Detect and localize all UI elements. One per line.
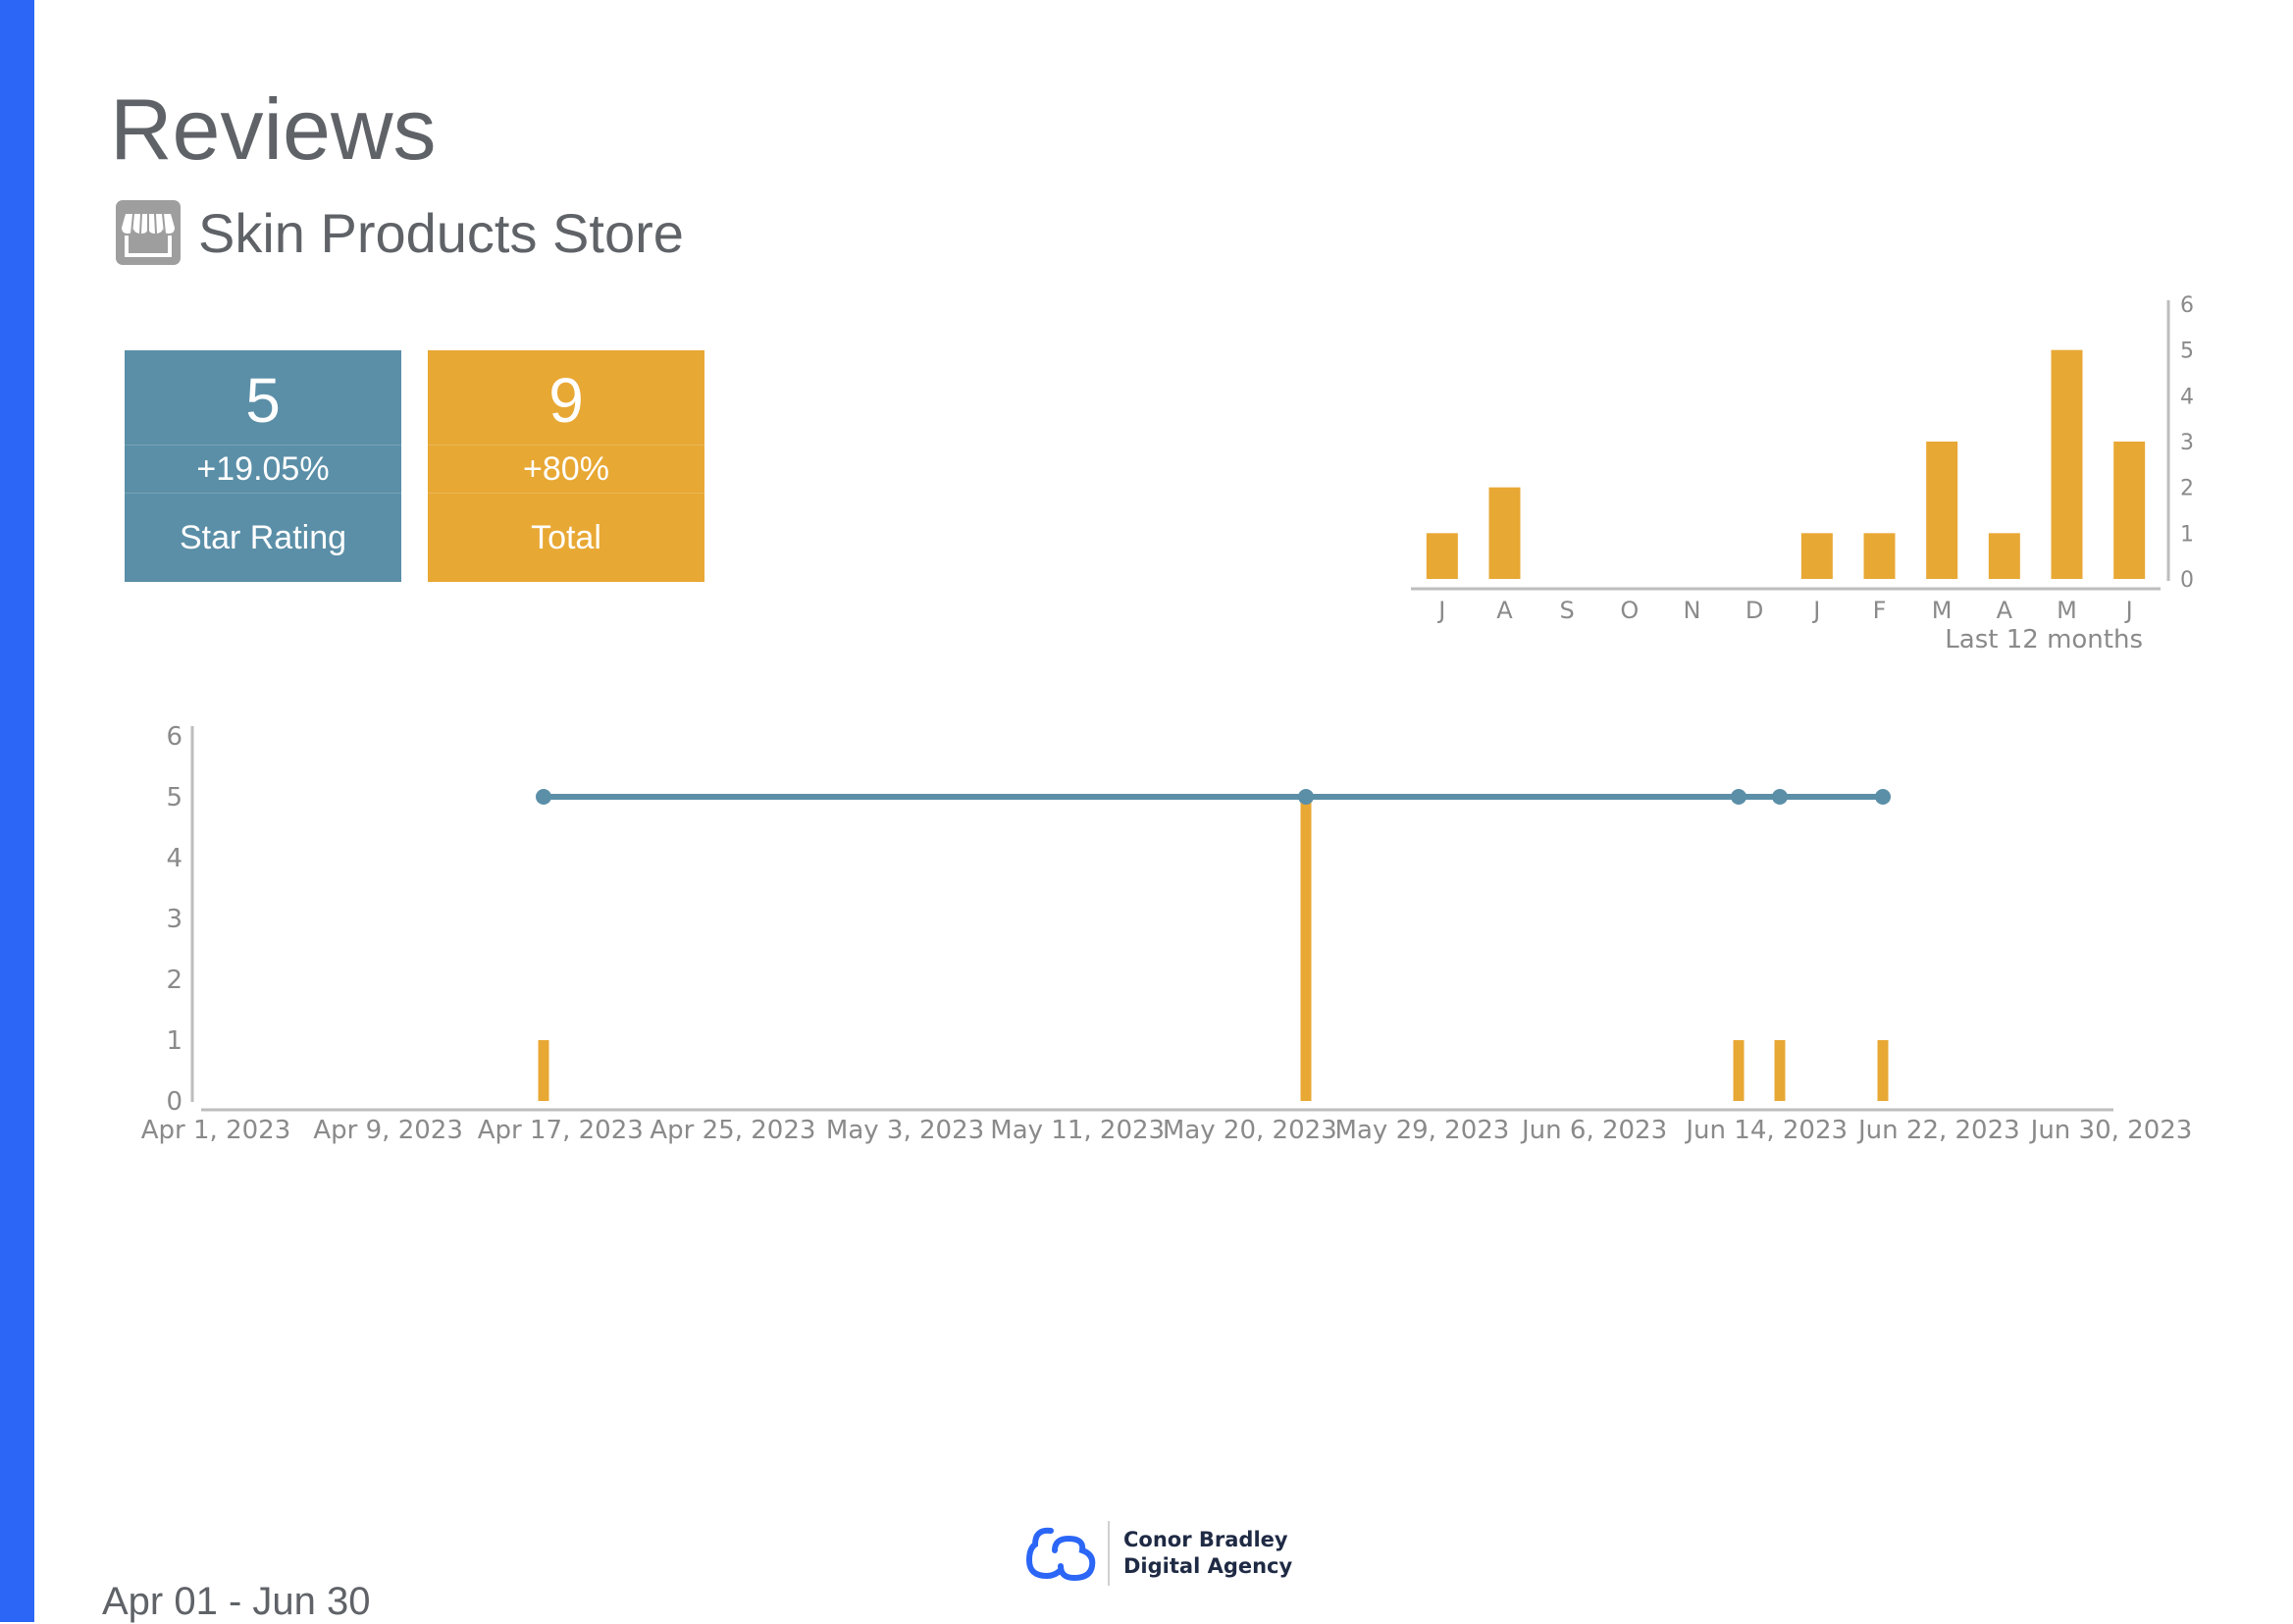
total-reviews-card: 9 +80% Total: [428, 350, 704, 582]
agency-name-line2: Digital Agency: [1123, 1554, 1293, 1578]
store-header: Skin Products Store: [116, 200, 684, 265]
monthly-y-tick-label: 3: [2180, 431, 2194, 455]
total-reviews-value: 9: [428, 350, 704, 445]
daily-rating-point: [536, 789, 551, 805]
daily-reviews-chart: 0 1 2 3 4 5 6 Apr 1, 2023 Apr 9, 2023 Apr 17, 20…: [141, 722, 2193, 1145]
daily-x-tick-label: Apr 1, 2023: [141, 1116, 290, 1145]
monthly-x-tick-label: M: [2057, 597, 2077, 624]
daily-rating-point: [1731, 789, 1746, 805]
monthly-bar: [1426, 533, 1458, 579]
monthly-x-axis-title: Last 12 months: [1945, 625, 2143, 655]
agency-name: Conor Bradley Digital Agency: [1123, 1527, 1292, 1580]
monthly-x-tick-label: A: [1496, 597, 1513, 624]
monthly-y-tick-label: 4: [2180, 385, 2194, 409]
total-reviews-label: Total: [531, 519, 601, 556]
daily-y-tick-label: 0: [166, 1087, 182, 1117]
daily-rating-point: [1875, 789, 1891, 805]
logo-divider: [1108, 1521, 1110, 1586]
monthly-bar: [2051, 349, 2083, 579]
left-accent-bar: [0, 0, 34, 1622]
monthly-bar: [2113, 442, 2146, 579]
daily-review-count-bar: [538, 1040, 549, 1101]
daily-y-tick-label: 6: [166, 722, 182, 752]
daily-y-tick-label: 4: [166, 844, 182, 873]
monthly-bar: [1926, 442, 1958, 579]
star-rating-label: Star Rating: [179, 519, 347, 556]
monthly-x-tick-label: N: [1684, 597, 1701, 624]
daily-y-tick-label: 5: [166, 783, 182, 812]
monthly-y-tick-label: 0: [2180, 568, 2194, 593]
monthly-bar: [1988, 533, 2020, 579]
monthly-y-tick-label: 5: [2180, 340, 2194, 364]
daily-y-tick-label: 1: [166, 1026, 182, 1056]
agency-logo-icon: [1025, 1527, 1096, 1582]
monthly-x-tick-label: S: [1560, 597, 1575, 624]
daily-review-count-bar: [1300, 797, 1312, 1101]
monthly-reviews-chart: 0 1 2 3 4 5 6 J A S O N D J F M A M J Last 12 months: [1411, 293, 2194, 655]
daily-x-tick-label: Jun 14, 2023: [1684, 1116, 1848, 1145]
monthly-y-tick-label: 1: [2180, 522, 2194, 547]
daily-x-tick-label: Jun 22, 2023: [1856, 1116, 2020, 1145]
daily-x-tick-label: Apr 25, 2023: [650, 1116, 815, 1145]
monthly-x-tick-label: J: [2124, 597, 2133, 624]
monthly-bar: [1488, 487, 1521, 579]
daily-review-count-bar: [1877, 1040, 1889, 1101]
report-date-range: Apr 01 - Jun 30: [102, 1580, 371, 1623]
monthly-x-tick-label: M: [1932, 597, 1953, 624]
monthly-x-tick-label: O: [1620, 597, 1639, 624]
monthly-x-tick-label: J: [1811, 597, 1820, 624]
monthly-y-tick-label: 6: [2180, 293, 2194, 318]
daily-x-tick-label: Apr 17, 2023: [478, 1116, 644, 1145]
daily-x-tick-label: May 20, 2023: [1163, 1116, 1337, 1145]
agency-name-line1: Conor Bradley: [1123, 1528, 1288, 1551]
page-title: Reviews: [110, 80, 437, 178]
daily-x-tick-label: Jun 6, 2023: [1520, 1116, 1667, 1145]
monthly-bar: [1800, 533, 1833, 579]
monthly-bar: [1863, 533, 1896, 579]
daily-review-count-bar: [1774, 1040, 1786, 1101]
store-name: Skin Products Store: [198, 201, 684, 264]
star-rating-card: 5 +19.05% Star Rating: [125, 350, 401, 582]
daily-x-tick-label: Jun 30, 2023: [2029, 1116, 2193, 1145]
daily-rating-point: [1298, 789, 1314, 805]
total-reviews-delta: +80%: [428, 445, 704, 494]
daily-rating-point: [1772, 789, 1788, 805]
daily-x-tick-label: Apr 9, 2023: [313, 1116, 462, 1145]
daily-x-tick-label: May 3, 2023: [826, 1116, 984, 1145]
storefront-icon: [116, 200, 181, 265]
daily-y-tick-label: 3: [166, 905, 182, 934]
monthly-x-tick-label: D: [1746, 597, 1763, 624]
monthly-x-tick-label: A: [1997, 597, 2013, 624]
star-rating-delta: +19.05%: [125, 445, 401, 494]
star-rating-value: 5: [125, 350, 401, 445]
monthly-x-tick-label: F: [1873, 597, 1887, 624]
daily-review-count-bar: [1733, 1040, 1745, 1101]
daily-x-tick-label: May 11, 2023: [990, 1116, 1165, 1145]
monthly-x-tick-label: J: [1436, 597, 1445, 624]
daily-x-tick-label: May 29, 2023: [1335, 1116, 1510, 1145]
monthly-y-tick-label: 2: [2180, 477, 2194, 501]
daily-y-tick-label: 2: [166, 966, 182, 995]
agency-logo: Conor Bradley Digital Agency: [1025, 1521, 1292, 1586]
